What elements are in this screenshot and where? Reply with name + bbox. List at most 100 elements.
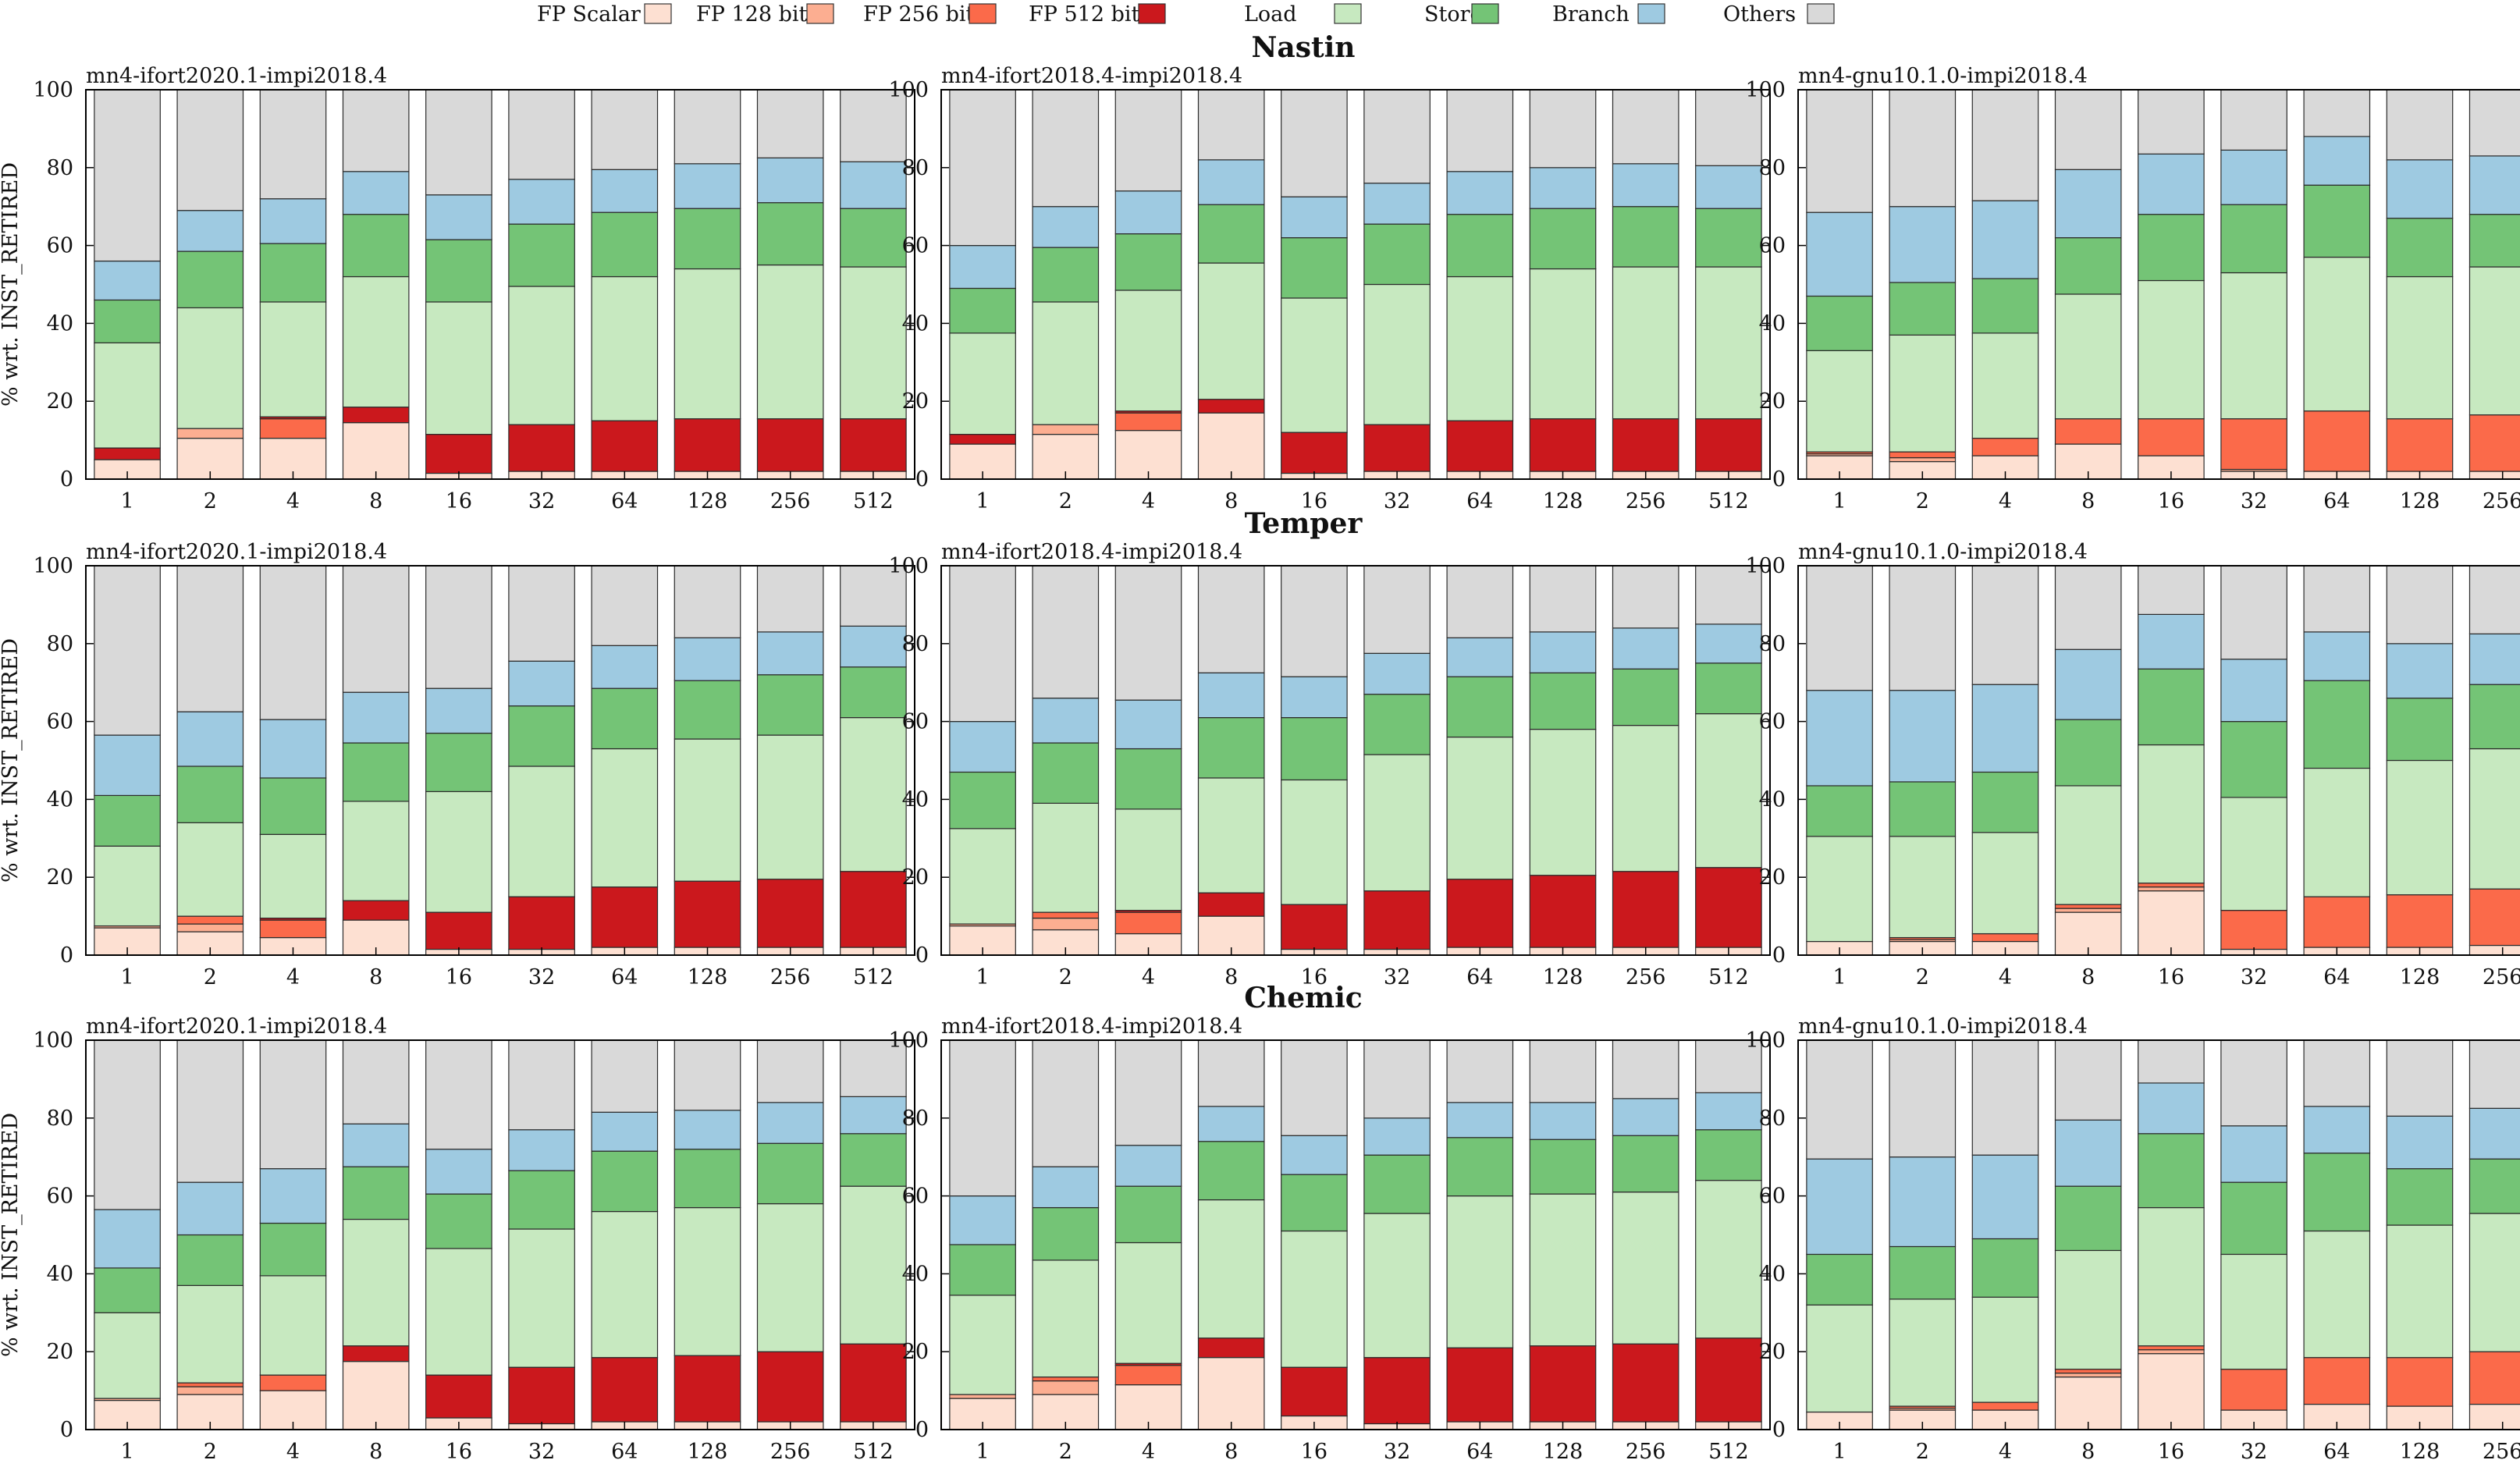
- y-axis-labels: % wrt. INST_RETIRED % wrt. INST_RETIRED % …: [0, 162, 23, 1357]
- x-tick-label: 4: [1142, 489, 1155, 513]
- bar-segment: [2386, 418, 2454, 472]
- bar-segment: [94, 89, 161, 262]
- bar-stack: [176, 89, 244, 480]
- x-tick-label: 32: [2241, 489, 2267, 513]
- bar-segment: [1032, 911, 1100, 919]
- x-tick-label: 64: [611, 965, 638, 989]
- bar-stack: [1529, 1039, 1597, 1430]
- bar-segment: [176, 1234, 244, 1286]
- bar-segment: [591, 748, 659, 888]
- bar-segment: [756, 89, 824, 158]
- bar-segment: [1695, 1180, 1762, 1339]
- bar-segment: [1197, 1141, 1265, 1201]
- bar-segment: [2054, 1373, 2122, 1378]
- bar-stack: [508, 1039, 575, 1430]
- bar-segment: [425, 1193, 492, 1249]
- bar-stack: [1197, 89, 1265, 480]
- bar-segment: [1114, 233, 1182, 291]
- bar-segment: [840, 89, 907, 162]
- panel: mn4-gnu10.1.0-impi2018.4 0 20 40 60 80 100 1 2 4 8…: [1745, 1014, 2520, 1460]
- panel-frame: [1797, 1039, 2520, 1430]
- y-tick-label: 40: [902, 1262, 929, 1286]
- panel-frame: [940, 89, 1771, 480]
- x-tick-label: 128: [688, 965, 728, 989]
- bar-segment: [2138, 89, 2205, 155]
- bar-segment: [1529, 89, 1597, 169]
- x-tick-label: 32: [528, 1440, 555, 1460]
- bar-stack: [176, 1039, 244, 1430]
- bar-segment: [2303, 631, 2371, 681]
- x-tick-label: 32: [528, 965, 555, 989]
- y-tick-label: 40: [1759, 787, 1786, 812]
- bar-segment: [756, 1102, 824, 1144]
- bar-segment: [1612, 1135, 1679, 1193]
- bar-stack: [2138, 89, 2205, 480]
- panel-title: mn4-ifort2020.1-impi2018.4: [86, 64, 387, 88]
- bar-segment: [1695, 713, 1762, 869]
- bar-segment: [949, 720, 1016, 773]
- bar-segment: [2386, 1115, 2454, 1170]
- bar-segment: [508, 1170, 575, 1230]
- bar-stack: [1281, 565, 1348, 956]
- bar-stack: [1197, 565, 1265, 956]
- bar-segment: [1806, 1304, 1873, 1413]
- bar-segment: [1971, 200, 2039, 279]
- bar-segment: [1612, 163, 1679, 208]
- bar-stack: [2468, 565, 2520, 956]
- bar-segment: [2138, 668, 2205, 746]
- y-tick-label: 40: [47, 787, 73, 812]
- bar-segment: [176, 766, 244, 823]
- x-tick-label: 1: [976, 1440, 990, 1460]
- bar-segment: [591, 275, 659, 421]
- panel-frame: [85, 89, 915, 480]
- bar-stack: [259, 89, 327, 480]
- bar-segment: [176, 210, 244, 252]
- y-tick-label: 40: [1759, 311, 1786, 336]
- bar-segment: [2054, 904, 2122, 909]
- y-axis-label: % wrt. INST_RETIRED: [0, 162, 23, 407]
- x-tick-label: 1: [121, 965, 134, 989]
- bar-segment: [2138, 1349, 2205, 1355]
- bar-segment: [949, 1295, 1016, 1395]
- x-tick-label: 8: [369, 1440, 382, 1460]
- x-tick-label: 256: [1626, 1440, 1666, 1460]
- y-tick-label: 80: [47, 632, 73, 656]
- bar-stack: [1446, 565, 1514, 956]
- y-tick-label: 60: [1759, 234, 1786, 258]
- bar-segment: [2468, 565, 2520, 634]
- bar-segment: [1971, 278, 2039, 334]
- bar-segment: [1695, 867, 1762, 948]
- x-tick-label: 512: [853, 1440, 894, 1460]
- bar-segment: [1446, 1137, 1514, 1197]
- bar-stack: [1446, 1039, 1514, 1430]
- bar-segment: [1114, 430, 1182, 480]
- x-tick-label: 4: [286, 489, 300, 513]
- bar-segment: [1806, 565, 1873, 691]
- bar-segment: [840, 565, 907, 627]
- bar-stack: [342, 89, 410, 480]
- y-tick-label: 60: [47, 1185, 73, 1209]
- bar-segment: [591, 420, 659, 472]
- bar-segment: [2054, 565, 2122, 650]
- bar-segment: [1971, 832, 2039, 935]
- bar-segment: [259, 89, 327, 200]
- bar-stack: [2138, 1039, 2205, 1430]
- y-tick-label: 100: [1745, 78, 1786, 102]
- x-tick-label: 2: [1916, 489, 1929, 513]
- bar-segment: [342, 742, 410, 802]
- x-tick-label: 128: [2400, 1440, 2440, 1460]
- legend-swatch: [806, 3, 834, 24]
- bar-segment: [1889, 690, 1957, 783]
- y-tick-label: 100: [1745, 554, 1786, 578]
- bar-segment: [2138, 1133, 2205, 1209]
- bar-segment: [674, 637, 741, 681]
- bar-segment: [2220, 149, 2287, 205]
- bar-segment: [259, 1039, 327, 1170]
- bar-segment: [1114, 190, 1182, 235]
- bar-segment: [1446, 171, 1514, 215]
- bar-segment: [674, 1039, 741, 1111]
- bar-segment: [259, 565, 327, 720]
- bar-segment: [2303, 256, 2371, 412]
- bar-segment: [2054, 1377, 2122, 1430]
- bar-segment: [1281, 237, 1348, 299]
